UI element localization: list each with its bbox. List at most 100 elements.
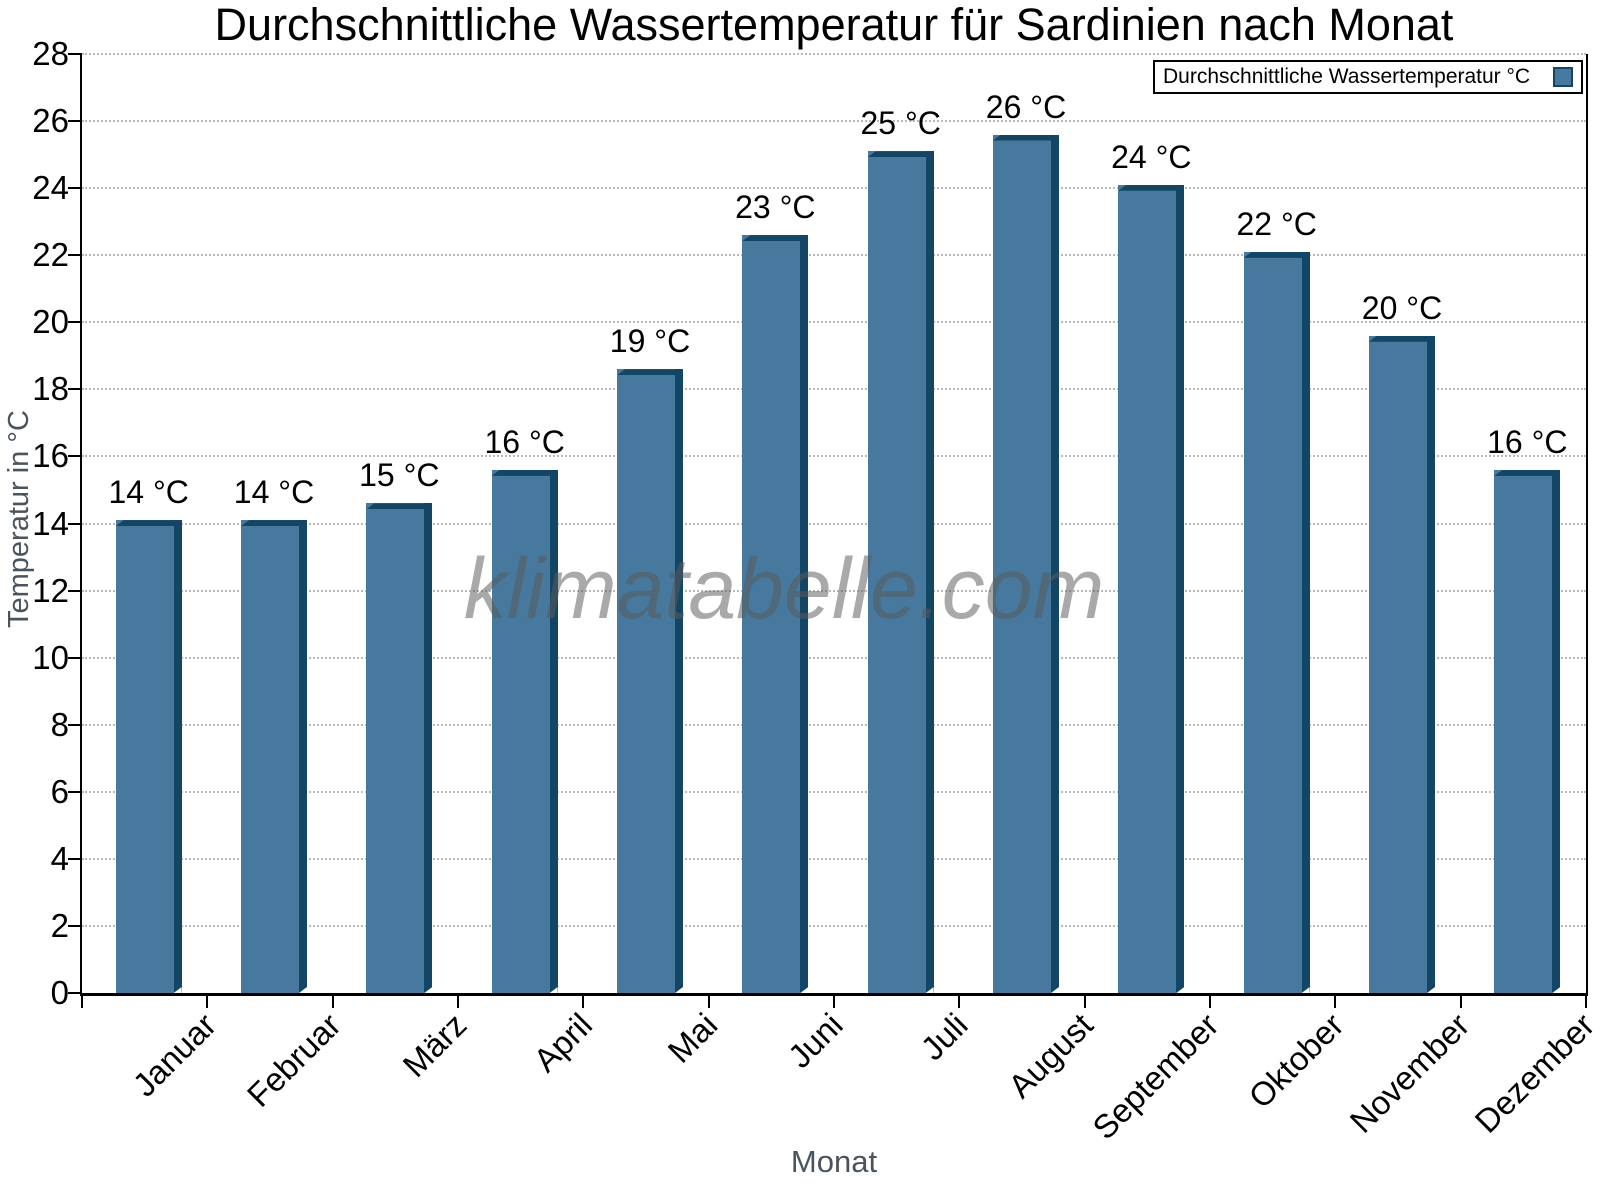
bar [993, 134, 1059, 993]
bar [115, 520, 182, 993]
y-tick [68, 254, 82, 257]
month-label: April [525, 1006, 599, 1079]
month-label: August [1001, 1006, 1101, 1105]
gridline [82, 53, 1586, 55]
y-tick [68, 321, 82, 324]
bar [1494, 469, 1561, 993]
x-tick [707, 996, 710, 1008]
x-tick [331, 996, 334, 1008]
bar-value-label: 26 °C [985, 88, 1067, 125]
y-tick-label: 26 [32, 102, 69, 140]
y-tick-label: 4 [50, 839, 69, 877]
legend-label: Durchschnittliche Wassertemperatur °C [1163, 65, 1531, 88]
bar-value-label: 24 °C [1111, 138, 1192, 175]
x-tick [1083, 996, 1086, 1008]
x-tick [1334, 996, 1337, 1008]
y-tick [68, 187, 82, 190]
y-tick [68, 857, 82, 860]
bar [1369, 335, 1435, 993]
y-tick-label: 24 [32, 169, 69, 207]
gridline [82, 723, 1586, 726]
y-tick-label: 0 [50, 974, 69, 1011]
bar [366, 503, 433, 993]
bar [867, 151, 934, 993]
bar-value-label: 14 °C [108, 474, 189, 511]
gridline [82, 589, 1586, 592]
gridline [82, 857, 1586, 860]
plot-area: 0 2 4 6 8 10 12 14 16 18 20 22 24 26 28 14 °C 14 °C 15 °C… [32, 37, 1588, 1010]
bar [241, 520, 307, 993]
x-tick [1209, 996, 1211, 1008]
gridline [82, 321, 1586, 324]
y-tick [68, 790, 82, 793]
y-tick-label: 10 [32, 638, 69, 676]
y-tick [68, 656, 82, 659]
bar-value-label: 16 °C [484, 423, 565, 460]
bar [617, 369, 683, 993]
month-label: September [1085, 1006, 1226, 1147]
bar [491, 469, 558, 993]
y-tick [68, 723, 82, 726]
month-label: Februar [240, 1006, 349, 1114]
gridline [82, 120, 1586, 123]
y-tick-label: 2 [50, 906, 69, 944]
y-tick [68, 924, 82, 927]
y-tick-label: 22 [32, 236, 69, 274]
month-label: März [395, 1006, 474, 1085]
x-tick [582, 996, 585, 1008]
x-tick [833, 996, 835, 1008]
gridline [82, 388, 1586, 391]
month-label: Juni [780, 1006, 850, 1075]
bar-value-label: 25 °C [860, 105, 941, 142]
bar-value-label: 15 °C [359, 457, 440, 494]
gridline [82, 522, 1586, 525]
x-tick [457, 996, 459, 1008]
x-tick [206, 996, 209, 1008]
x-tick [81, 996, 83, 1008]
y-tick [68, 992, 82, 994]
gridline [82, 254, 1586, 257]
month-label: Juli [913, 1006, 975, 1068]
bar-value-label: 22 °C [1236, 205, 1317, 242]
legend: Durchschnittliche Wassertemperatur °C [1153, 60, 1583, 94]
x-tick [958, 996, 961, 1008]
y-tick [68, 120, 82, 123]
bar-value-label: 23 °C [735, 189, 816, 226]
gridline [82, 187, 1586, 190]
gridline [82, 924, 1586, 927]
month-label: Mai [660, 1006, 725, 1070]
chart-title: Durchschnittliche Wassertemperatur für S… [214, 0, 1454, 50]
bar-value-label: 14 °C [233, 474, 315, 511]
x-tick [1459, 996, 1462, 1008]
y-tick-label: 20 [32, 303, 69, 341]
bar [1243, 251, 1310, 993]
y-tick-label: 18 [32, 370, 69, 408]
y-tick [68, 589, 82, 592]
y-tick-label: 6 [50, 772, 69, 810]
y-tick-label: 16 [32, 437, 69, 475]
month-label: Dezember [1467, 1006, 1600, 1140]
month-label: Januar [125, 1006, 223, 1104]
bar-value-label: 20 °C [1361, 289, 1443, 326]
y-tick [68, 388, 82, 391]
y-tick-label: 14 [32, 504, 69, 542]
x-axis-title: Monat [790, 1144, 878, 1179]
bar [742, 235, 809, 993]
y-tick [68, 53, 82, 55]
gridline [82, 656, 1586, 659]
y-tick-label: 8 [50, 705, 69, 743]
y-tick [68, 522, 82, 525]
bar-value-label: 16 °C [1487, 423, 1568, 460]
legend-swatch [1553, 67, 1573, 87]
month-label: November [1342, 1006, 1477, 1140]
gridline [82, 455, 1586, 458]
bar [1118, 184, 1185, 993]
y-axis-title: Temperatur in °C [3, 410, 35, 628]
gridline [82, 790, 1586, 793]
bar-value-label: 19 °C [609, 323, 691, 360]
y-tick [68, 455, 82, 458]
x-tick [1585, 996, 1587, 1008]
y-tick-label: 28 [32, 35, 69, 72]
y-tick-label: 12 [32, 571, 69, 609]
